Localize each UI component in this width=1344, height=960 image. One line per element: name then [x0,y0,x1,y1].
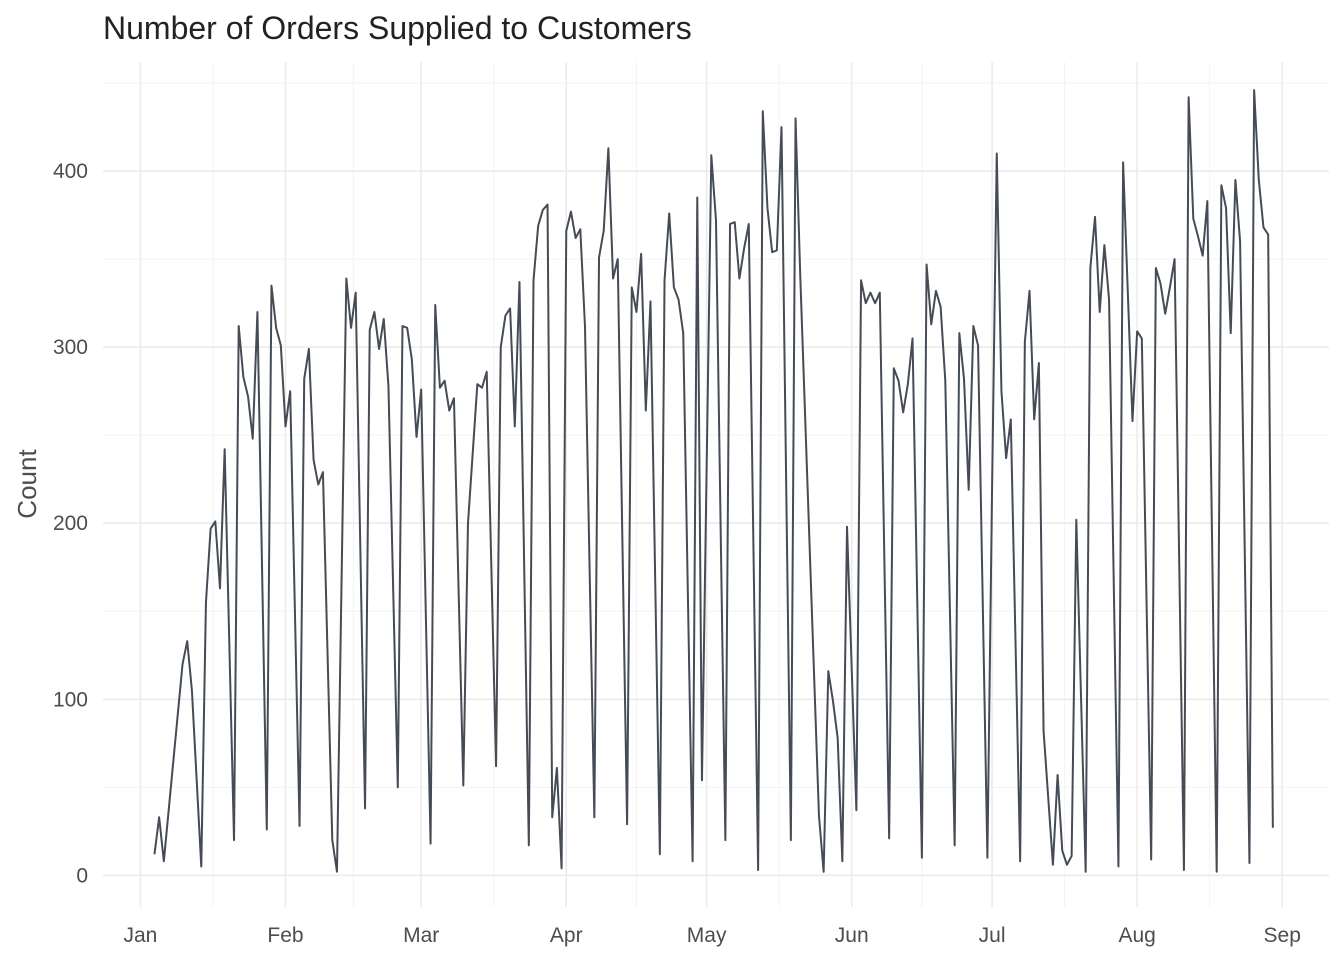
x-tick-label: Sep [1264,924,1301,947]
x-tick-label: Apr [550,924,583,947]
x-tick-label: Jul [979,924,1006,947]
y-tick-label: 200 [53,512,88,535]
x-tick-label: Feb [267,924,303,947]
y-tick-label: 400 [53,160,88,183]
chart-title: Number of Orders Supplied to Customers [103,10,692,46]
x-axis-ticks: Jan Feb Mar Apr May Jun Jul Aug Sep [124,924,1301,947]
series-line [153,89,1274,873]
y-tick-label: 0 [76,864,88,887]
y-axis-ticks: 0 100 200 300 400 [53,160,88,887]
y-tick-label: 100 [53,688,88,711]
gridlines [103,62,1329,907]
x-tick-label: Mar [403,924,439,947]
series-layer [153,89,1274,873]
x-tick-label: Jun [835,924,869,947]
x-tick-label: Aug [1118,924,1155,947]
x-tick-label: May [687,924,727,947]
x-tick-label: Jan [124,924,158,947]
y-tick-label: 300 [53,336,88,359]
y-axis-title: Count [12,449,42,519]
